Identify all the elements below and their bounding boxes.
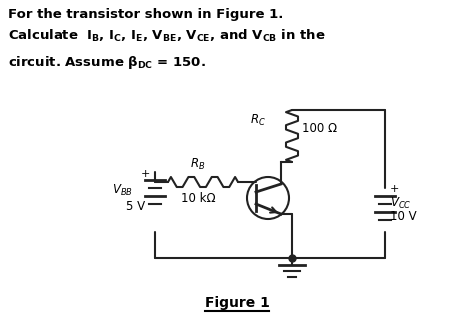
Text: 10 V: 10 V [390, 211, 417, 224]
Text: circuit. Assume $\mathbf{\beta_{DC}}$ = 150.: circuit. Assume $\mathbf{\beta_{DC}}$ = … [8, 54, 206, 71]
Text: Calculate  $\mathbf{I_B}$, $\mathbf{I_C}$, $\mathbf{I_E}$, $\mathbf{V_{BE}}$, $\: Calculate $\mathbf{I_B}$, $\mathbf{I_C}$… [8, 28, 326, 44]
Text: 100 Ω: 100 Ω [302, 122, 337, 135]
Text: Figure 1: Figure 1 [205, 296, 269, 310]
Text: +: + [390, 184, 400, 194]
Text: 10 kΩ: 10 kΩ [181, 191, 215, 204]
Text: $R_C$: $R_C$ [250, 112, 266, 127]
Text: 5 V: 5 V [126, 200, 145, 213]
Text: $V_{CC}$: $V_{CC}$ [390, 195, 411, 211]
Text: For the transistor shown in Figure 1.: For the transistor shown in Figure 1. [8, 8, 283, 21]
Text: $R_B$: $R_B$ [191, 156, 206, 172]
Text: $V_{BB}$: $V_{BB}$ [112, 182, 133, 198]
Text: +: + [141, 169, 150, 179]
